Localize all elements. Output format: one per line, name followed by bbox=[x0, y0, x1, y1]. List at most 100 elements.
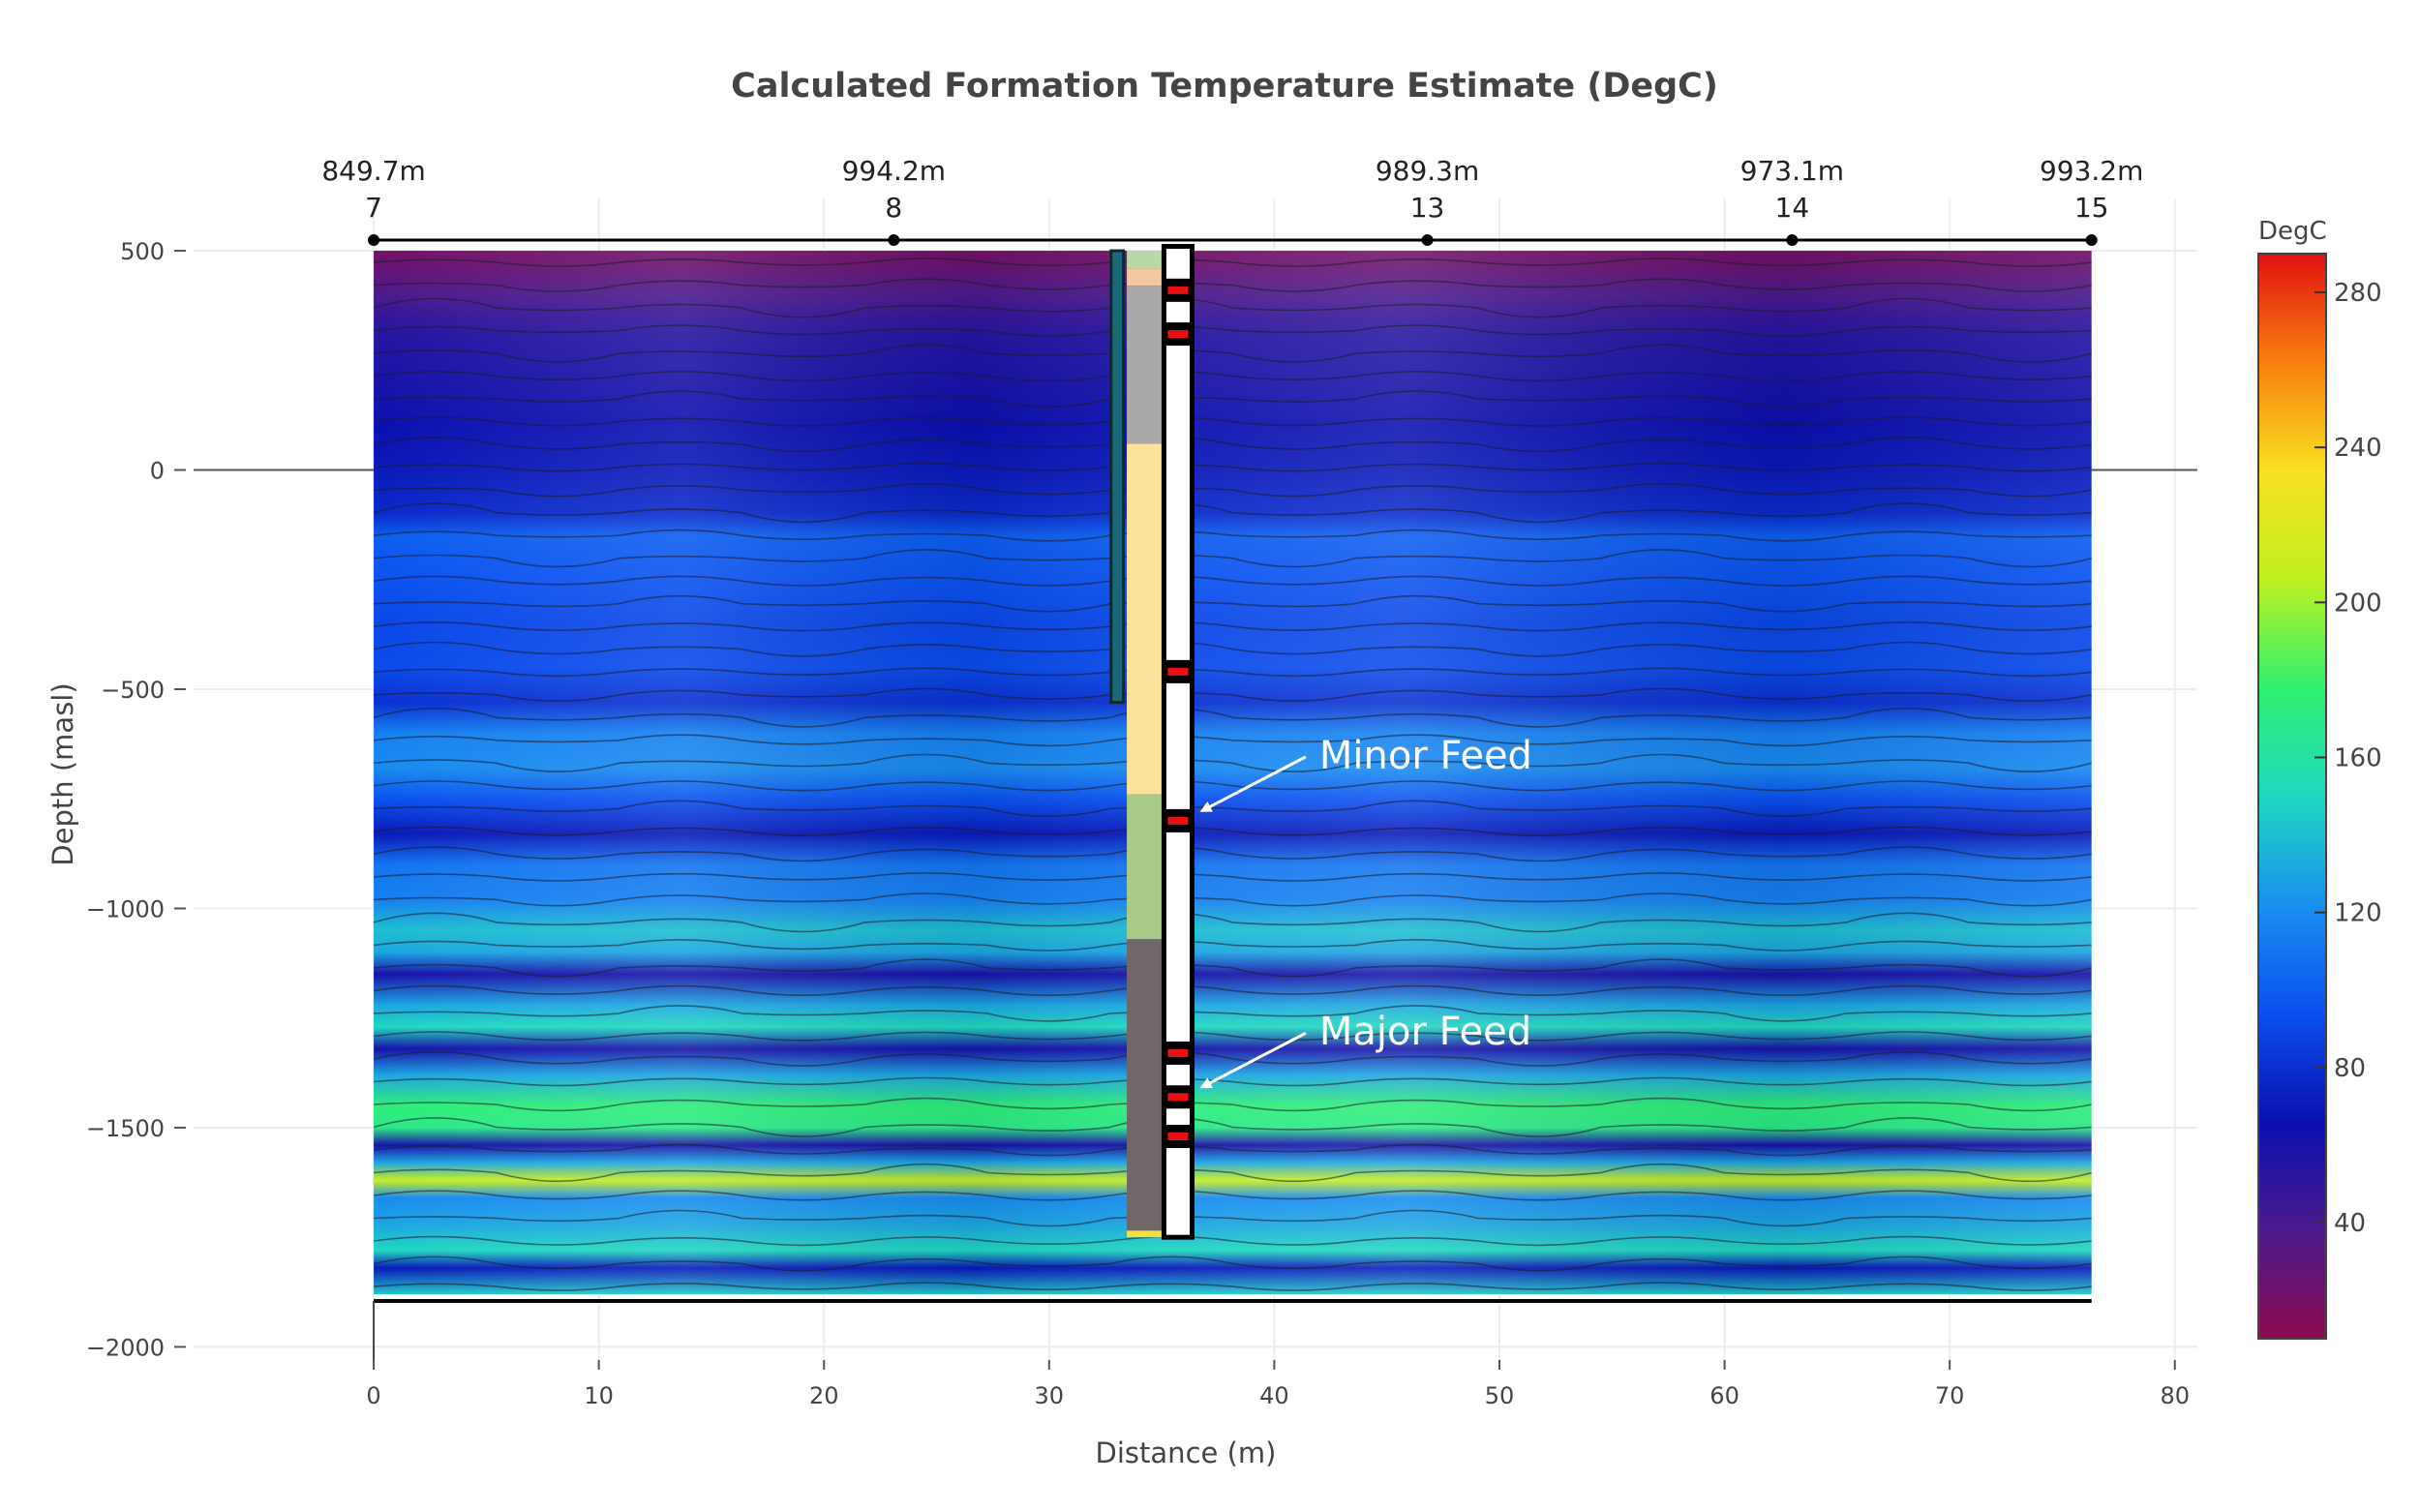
isotherm-contours bbox=[373, 257, 2092, 1304]
isotherm-line bbox=[373, 621, 2092, 632]
isotherm-line bbox=[373, 437, 2092, 453]
isotherm-line bbox=[374, 483, 2092, 498]
annotation-arrow bbox=[1199, 1031, 1307, 1089]
temperature-field-shading bbox=[374, 251, 2092, 1295]
isotherm-line bbox=[373, 912, 2092, 933]
well-depth-label: 993.2m bbox=[2040, 155, 2143, 187]
isotherm-line bbox=[373, 371, 2092, 382]
colorbar-tick-label: 40 bbox=[2334, 1209, 2366, 1238]
lithology-unit bbox=[1127, 268, 1163, 287]
colorbar: 280 240 200 160 120 80 40 bbox=[2257, 253, 2382, 1340]
isotherm-line bbox=[373, 1050, 2092, 1067]
x-tick-label: 0 bbox=[366, 1382, 380, 1409]
isotherm-line bbox=[374, 1097, 2092, 1112]
isotherm-line bbox=[373, 984, 2092, 996]
isotherm-line bbox=[373, 1076, 2092, 1087]
feed-zone-marker bbox=[1167, 667, 1189, 676]
x-tick-label: 70 bbox=[1935, 1382, 1965, 1409]
isotherm-line bbox=[373, 1190, 2092, 1201]
y-tick-label: −1000 bbox=[86, 895, 165, 922]
isotherm-line bbox=[373, 462, 2092, 472]
isotherm-line bbox=[373, 324, 2092, 337]
lithology-unit bbox=[1127, 251, 1163, 269]
x-tick-label: 40 bbox=[1259, 1382, 1289, 1409]
y-tick-label: −500 bbox=[101, 677, 165, 704]
x-tick-label: 20 bbox=[809, 1382, 839, 1409]
lithology-unit bbox=[1127, 794, 1163, 940]
well-name-label: 15 bbox=[2074, 192, 2109, 224]
isotherm-line bbox=[373, 780, 2092, 792]
well-marker bbox=[2085, 234, 2098, 247]
well-depth-label: 994.2m bbox=[842, 155, 946, 187]
isotherm-line bbox=[373, 297, 2092, 318]
feed-zone-marker bbox=[1167, 1093, 1189, 1102]
colorbar-tick-label: 120 bbox=[2334, 899, 2382, 928]
annotation-label: Major Feed bbox=[1319, 1010, 1531, 1054]
feed-zone-marker bbox=[1167, 1048, 1189, 1057]
well-lithology-log bbox=[1109, 244, 1195, 1240]
annotation-arrow bbox=[1199, 755, 1307, 813]
isotherm-line bbox=[374, 892, 2092, 907]
isotherm-line bbox=[373, 846, 2092, 862]
colorbar-tick-label: 200 bbox=[2334, 589, 2382, 618]
isotherm-line bbox=[373, 826, 2092, 836]
isotherm-line bbox=[374, 1005, 2092, 1022]
y-tick-label: 0 bbox=[150, 458, 165, 485]
isotherm-line bbox=[373, 707, 2092, 728]
annotation-label: Minor Feed bbox=[1319, 734, 1532, 778]
feed-zone-marker bbox=[1167, 330, 1189, 339]
colorbar-tick-label: 280 bbox=[2334, 279, 2382, 308]
well-name-label: 7 bbox=[365, 192, 382, 224]
isotherm-line bbox=[373, 753, 2092, 772]
x-tick-label: 60 bbox=[1709, 1382, 1739, 1409]
axes: 0 10 20 30 40 50 60 70 80 500 0 −500 −1000 −1500 −2000 bbox=[86, 238, 2197, 1409]
isotherm-line bbox=[374, 800, 2092, 818]
isotherm-line bbox=[373, 1255, 2092, 1272]
well-markers: 849.7m 7 994.2m 8 989.3m 13 973.1m 14 993.2m 15 bbox=[321, 155, 2143, 247]
y-axis-title: Depth (masl) bbox=[46, 682, 79, 865]
isotherm-line bbox=[373, 416, 2092, 427]
well-depth-label: 989.3m bbox=[1376, 155, 1479, 187]
isotherm-line bbox=[373, 502, 2092, 524]
isotherm-line bbox=[373, 1117, 2092, 1137]
feed-annotations: Minor Feed Major Feed bbox=[1199, 734, 1532, 1089]
isotherm-line bbox=[373, 529, 2092, 542]
isotherm-line bbox=[374, 390, 2092, 408]
isotherm-line bbox=[373, 257, 2092, 267]
isotherm-line bbox=[373, 734, 2092, 747]
feed-zone-marker bbox=[1167, 286, 1189, 294]
isotherm-line bbox=[373, 1235, 2092, 1247]
isotherm-line bbox=[373, 344, 2092, 363]
lithology-unit bbox=[1127, 286, 1163, 444]
temperature-section bbox=[374, 251, 2092, 1295]
isotherm-line bbox=[373, 1143, 2092, 1157]
isotherm-line bbox=[374, 278, 2092, 292]
isotherm-line bbox=[373, 549, 2092, 568]
well-name-label: 8 bbox=[885, 192, 902, 224]
x-tick-label: 50 bbox=[1485, 1382, 1515, 1409]
x-tick-label: 10 bbox=[584, 1382, 614, 1409]
isotherm-line bbox=[374, 687, 2092, 702]
lithology-unit bbox=[1127, 1230, 1163, 1238]
colorbar-tick-label: 160 bbox=[2334, 743, 2382, 772]
isotherm-line bbox=[373, 1163, 2092, 1183]
lithology-unit bbox=[1127, 443, 1163, 795]
x-tick-label: 80 bbox=[2160, 1382, 2190, 1409]
lithology-unit bbox=[1127, 939, 1163, 1231]
isotherm-line bbox=[373, 1282, 2092, 1291]
colorbar-gradient bbox=[2257, 253, 2327, 1340]
isotherm-line bbox=[373, 939, 2092, 952]
y-tick-label: −1500 bbox=[86, 1115, 165, 1142]
feed-zone-marker bbox=[1167, 1133, 1189, 1140]
colorbar-tick-label: 240 bbox=[2334, 434, 2382, 463]
well-depth-label: 849.7m bbox=[321, 155, 425, 187]
isotherm-line bbox=[373, 667, 2092, 678]
colorbar-tick-label: 80 bbox=[2334, 1054, 2366, 1083]
isotherm-line bbox=[374, 594, 2092, 613]
isotherm-line bbox=[373, 575, 2092, 587]
wellbore bbox=[1161, 244, 1195, 1240]
well-marker bbox=[888, 234, 900, 247]
isotherm-line bbox=[373, 1031, 2092, 1042]
